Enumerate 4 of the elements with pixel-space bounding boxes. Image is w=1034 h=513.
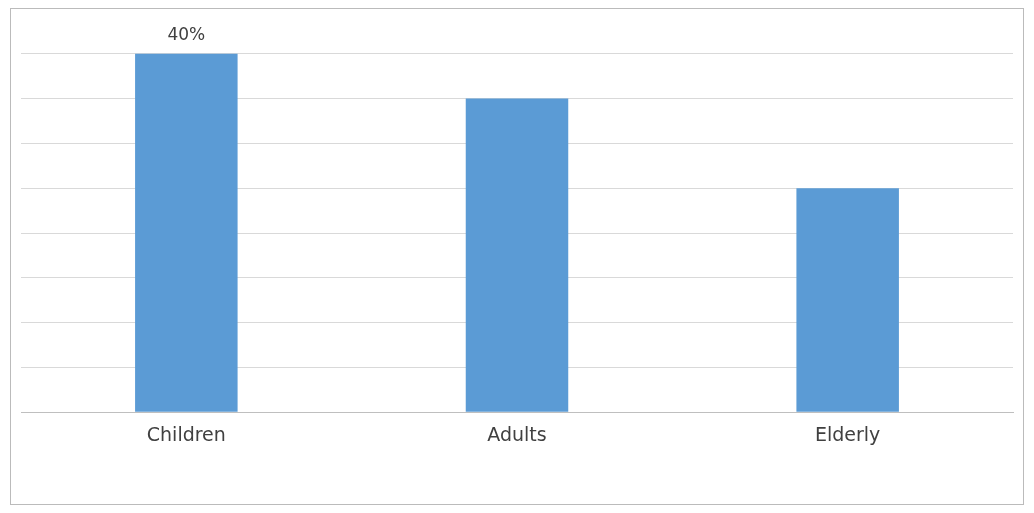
x-tick-label: Elderly bbox=[814, 422, 881, 445]
x-tick-label: Adults bbox=[487, 422, 547, 445]
data-label: 40% bbox=[167, 23, 206, 44]
x-tick-label: Children bbox=[146, 422, 226, 445]
